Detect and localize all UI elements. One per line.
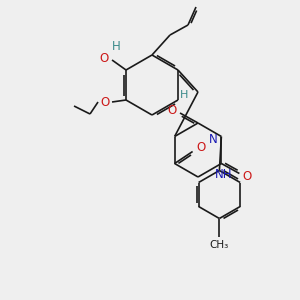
- Text: O: O: [99, 52, 109, 64]
- Text: O: O: [196, 141, 205, 154]
- Text: H: H: [112, 40, 120, 53]
- Text: N: N: [209, 133, 218, 146]
- Text: O: O: [243, 170, 252, 183]
- Text: O: O: [167, 103, 177, 116]
- Text: CH₃: CH₃: [210, 239, 229, 250]
- Text: H: H: [180, 90, 188, 100]
- Text: NH: NH: [215, 169, 232, 182]
- Text: O: O: [100, 95, 109, 109]
